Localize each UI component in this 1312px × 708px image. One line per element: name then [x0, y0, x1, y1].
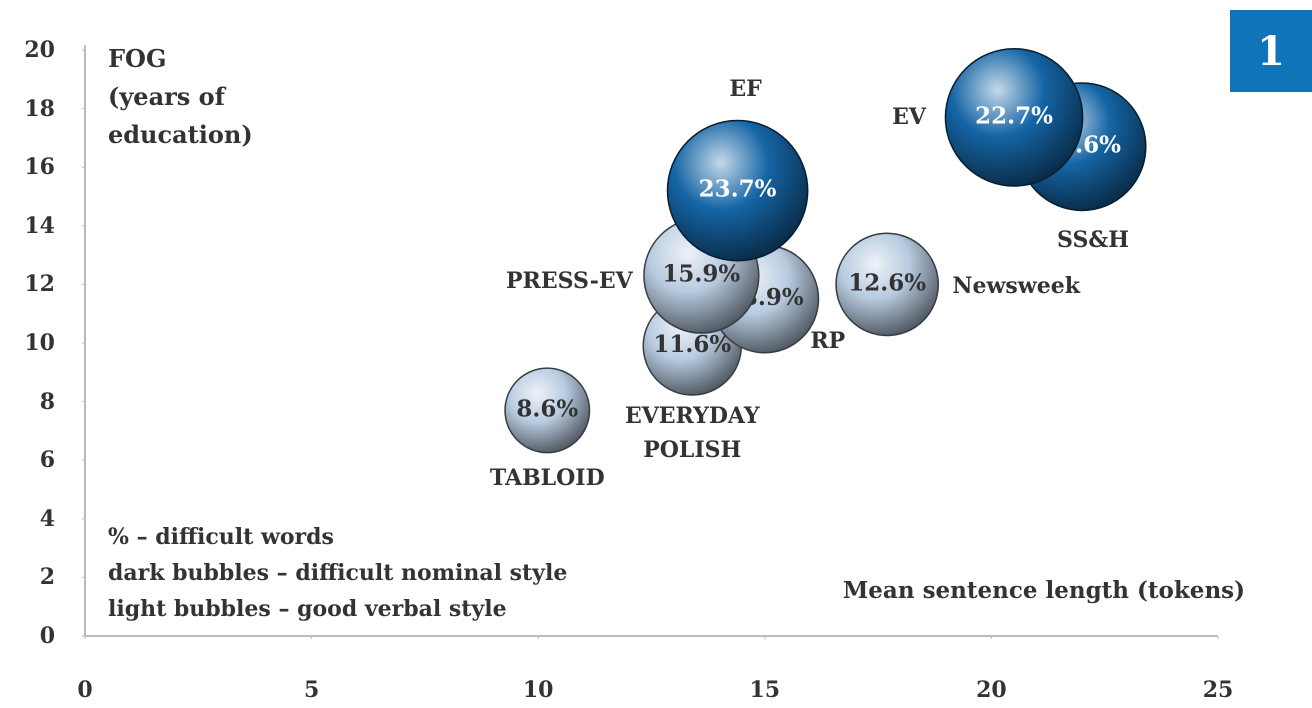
x-tick-label: 5	[303, 677, 320, 703]
bubble	[666, 119, 809, 262]
point-label: Newsweek	[952, 273, 1080, 300]
badge: 1	[1230, 10, 1312, 92]
x-tick-label: 15	[749, 677, 781, 703]
x-tick-label: 20	[976, 677, 1007, 703]
point-label: EF	[729, 75, 762, 102]
y-tick-label: 16	[24, 154, 55, 181]
point-label: TABLOID	[489, 465, 605, 492]
y-tick-label: 6	[39, 447, 55, 474]
value-label: 12.6%	[848, 269, 926, 296]
note: % – difficult words	[108, 524, 334, 550]
point-label: RP	[810, 328, 846, 355]
y-tick-label: 10	[24, 330, 55, 356]
y-axis-label: FOG (years of education)	[108, 44, 253, 149]
y-tick-label: 2	[39, 564, 55, 591]
value-label: 8.6%	[516, 395, 578, 422]
x-tick-label: 25	[1202, 677, 1234, 703]
point-label: EVERYDAY POLISH	[624, 402, 760, 463]
y-tick-label: 4	[39, 505, 55, 532]
y-tick-label: 20	[24, 37, 55, 63]
value-label: 22.7%	[975, 102, 1053, 129]
x-tick-label: 0	[77, 677, 93, 703]
point-label: PRESS-EV	[506, 267, 633, 294]
y-tick-label: 0	[39, 623, 55, 649]
y-tick-label: 12	[24, 271, 55, 298]
x-axis-label: Mean sentence length (tokens)	[842, 577, 1245, 604]
note: dark bubbles – difficult nominal style	[108, 560, 568, 586]
note: light bubbles – good verbal style	[108, 596, 507, 622]
bubble	[835, 232, 940, 337]
y-tick-label: 8	[39, 388, 55, 415]
point-label: EV	[892, 104, 926, 131]
point-label: SS&H	[1057, 226, 1130, 253]
bubble	[504, 367, 591, 454]
y-tick-label: 14	[24, 212, 55, 239]
value-label: 11.6%	[653, 331, 731, 358]
bubble	[944, 48, 1084, 187]
value-label: 15.9%	[662, 261, 740, 288]
y-tick-label: 18	[24, 95, 55, 122]
x-tick-label: 10	[522, 677, 554, 703]
value-label: 23.7%	[699, 176, 777, 203]
